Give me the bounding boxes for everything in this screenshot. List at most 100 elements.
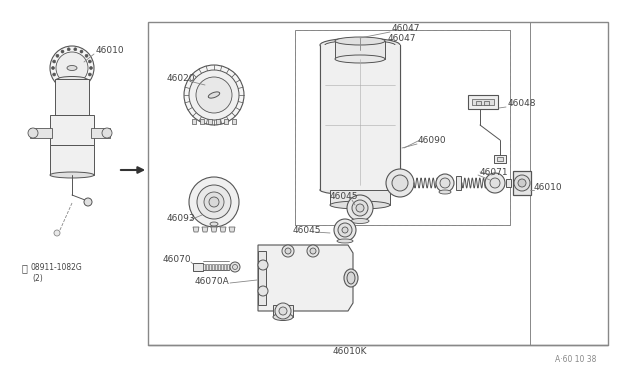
Circle shape xyxy=(275,303,291,319)
Circle shape xyxy=(436,174,454,192)
Bar xyxy=(513,171,531,195)
Circle shape xyxy=(56,52,88,84)
Circle shape xyxy=(52,60,56,63)
Bar xyxy=(356,58,364,66)
Circle shape xyxy=(196,77,232,113)
Circle shape xyxy=(440,178,450,188)
Circle shape xyxy=(347,195,373,221)
Polygon shape xyxy=(273,305,293,317)
Circle shape xyxy=(85,54,88,57)
Circle shape xyxy=(88,73,92,76)
Polygon shape xyxy=(320,45,400,190)
Text: A·60 10 38: A·60 10 38 xyxy=(555,356,596,365)
Polygon shape xyxy=(91,128,110,138)
Text: 46047: 46047 xyxy=(388,33,417,42)
Circle shape xyxy=(88,60,92,63)
Bar xyxy=(224,119,228,124)
Circle shape xyxy=(485,173,505,193)
Circle shape xyxy=(61,50,64,53)
Circle shape xyxy=(184,65,244,125)
Bar xyxy=(456,176,461,190)
Bar xyxy=(232,119,236,124)
Circle shape xyxy=(334,219,356,241)
Bar xyxy=(192,119,196,124)
Ellipse shape xyxy=(58,77,86,81)
Text: 46045: 46045 xyxy=(293,225,321,234)
Bar xyxy=(208,119,212,124)
Ellipse shape xyxy=(320,185,400,195)
Circle shape xyxy=(61,83,64,86)
Bar xyxy=(357,66,363,72)
Text: Ⓝ: Ⓝ xyxy=(22,263,28,273)
Bar xyxy=(212,264,214,270)
Circle shape xyxy=(338,223,352,237)
Circle shape xyxy=(310,248,316,254)
Circle shape xyxy=(74,85,77,88)
Circle shape xyxy=(307,245,319,257)
Circle shape xyxy=(518,179,526,187)
Bar xyxy=(227,264,229,270)
Ellipse shape xyxy=(347,272,355,284)
Circle shape xyxy=(514,175,530,191)
Bar xyxy=(216,119,220,124)
Polygon shape xyxy=(220,227,226,232)
Bar xyxy=(221,264,223,270)
Circle shape xyxy=(209,197,219,207)
Text: (2): (2) xyxy=(32,273,43,282)
Bar xyxy=(506,179,511,187)
Polygon shape xyxy=(55,79,89,115)
Text: 46020: 46020 xyxy=(167,74,195,83)
Circle shape xyxy=(386,169,414,197)
Circle shape xyxy=(67,48,70,51)
Bar xyxy=(224,264,226,270)
Bar xyxy=(494,155,506,163)
Bar xyxy=(295,30,510,225)
Circle shape xyxy=(85,79,88,82)
Polygon shape xyxy=(50,145,94,175)
Circle shape xyxy=(232,264,237,269)
Text: 08911-1082G: 08911-1082G xyxy=(30,263,82,273)
Ellipse shape xyxy=(210,222,218,226)
Polygon shape xyxy=(229,227,235,232)
Ellipse shape xyxy=(351,218,369,224)
Circle shape xyxy=(50,46,94,90)
Circle shape xyxy=(80,50,83,53)
Ellipse shape xyxy=(335,37,385,45)
Bar xyxy=(335,41,385,59)
Circle shape xyxy=(204,192,224,212)
Circle shape xyxy=(279,307,287,315)
Bar xyxy=(193,263,203,271)
Text: 46010K: 46010K xyxy=(333,347,367,356)
Bar xyxy=(484,101,489,105)
Circle shape xyxy=(352,200,368,216)
Circle shape xyxy=(258,286,268,296)
Circle shape xyxy=(356,204,364,212)
Circle shape xyxy=(392,175,408,191)
Text: 46045: 46045 xyxy=(330,192,358,201)
Circle shape xyxy=(285,248,291,254)
Bar xyxy=(472,99,494,105)
Ellipse shape xyxy=(50,172,94,178)
Text: 46010: 46010 xyxy=(96,45,125,55)
Circle shape xyxy=(54,230,60,236)
Circle shape xyxy=(189,177,239,227)
Circle shape xyxy=(74,48,77,51)
Bar xyxy=(209,264,211,270)
Circle shape xyxy=(28,128,38,138)
Circle shape xyxy=(490,178,500,188)
Text: 46090: 46090 xyxy=(418,135,447,144)
Ellipse shape xyxy=(330,201,390,209)
Circle shape xyxy=(355,45,365,55)
Circle shape xyxy=(282,245,294,257)
Bar xyxy=(330,190,390,205)
Circle shape xyxy=(258,260,268,270)
Text: 46093: 46093 xyxy=(167,214,196,222)
Polygon shape xyxy=(50,115,94,145)
Polygon shape xyxy=(202,227,208,232)
Text: 46047: 46047 xyxy=(392,23,420,32)
Text: 46070A: 46070A xyxy=(195,278,230,286)
Polygon shape xyxy=(258,245,353,311)
Circle shape xyxy=(56,54,59,57)
Polygon shape xyxy=(211,227,217,232)
Bar xyxy=(476,101,481,105)
